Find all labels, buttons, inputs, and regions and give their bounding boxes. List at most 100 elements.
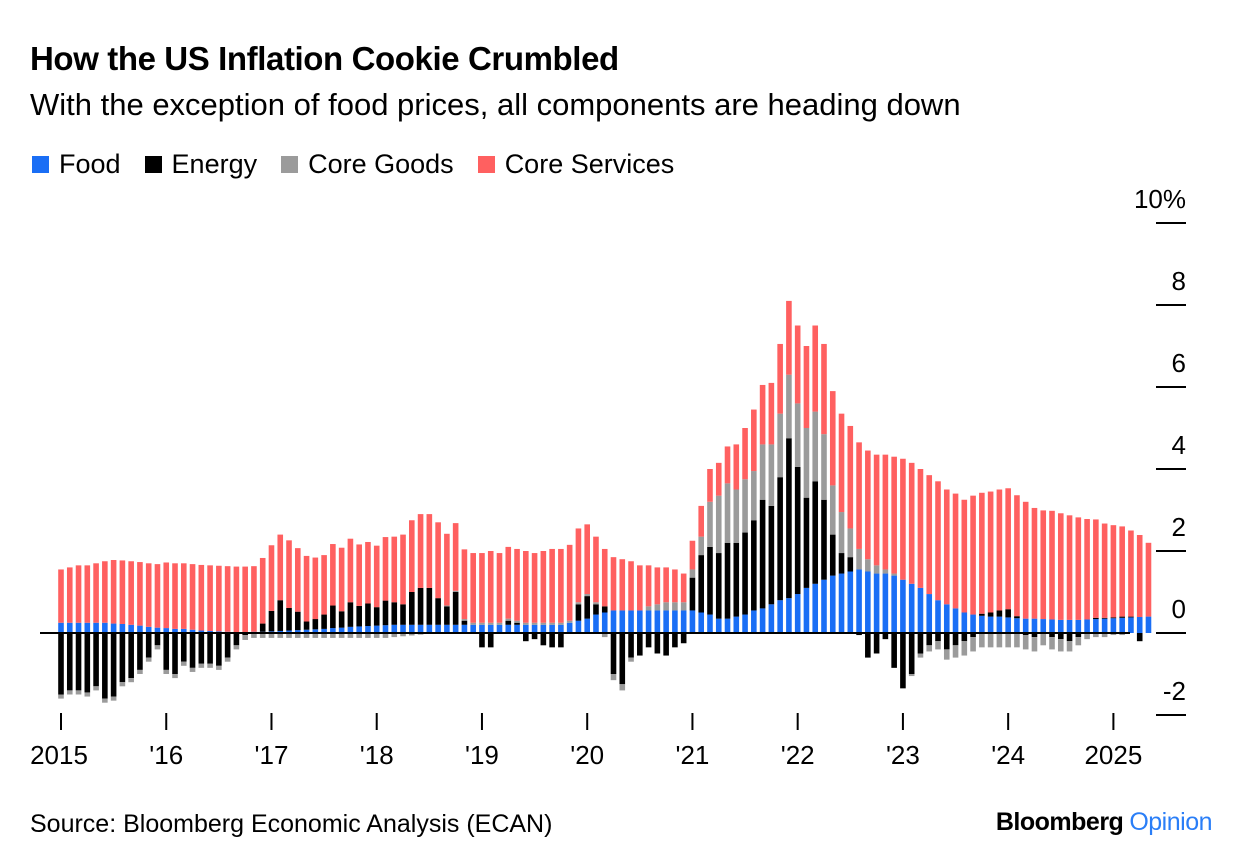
bar-core-services: [84, 565, 91, 623]
bar-food: [461, 624, 468, 633]
bar-food: [812, 583, 819, 633]
bar-energy: [786, 438, 792, 599]
y-tick-label: 0: [1172, 594, 1186, 624]
bar-food: [707, 614, 713, 633]
bar-core-services: [742, 428, 748, 480]
bar-core-services: [575, 528, 582, 603]
bar-core-goods: [1084, 633, 1090, 640]
bar-food: [751, 610, 757, 633]
bar-core-services: [1040, 510, 1047, 620]
bar-core-goods: [137, 669, 143, 674]
bar-energy: [128, 633, 134, 679]
bar-food: [689, 610, 696, 633]
bar-food: [593, 614, 599, 633]
bar-core-goods: [1049, 637, 1055, 650]
bar-food: [838, 573, 845, 633]
bar-energy: [1049, 633, 1055, 638]
y-tick-label: 4: [1172, 430, 1186, 460]
bar-food: [601, 612, 608, 633]
bar-core-goods: [882, 569, 889, 574]
bar-food: [426, 624, 433, 633]
legend-label-energy: Energy: [171, 149, 258, 179]
bar-food: [137, 625, 143, 633]
bar-core-services: [312, 557, 319, 620]
bar-core-goods: [1057, 639, 1064, 652]
bar-food: [66, 622, 73, 633]
bar-core-services: [873, 454, 880, 566]
bar-energy: [119, 633, 126, 683]
bar-core-services: [917, 469, 924, 588]
bar-energy: [707, 546, 713, 615]
bar-food: [514, 624, 520, 633]
bar-core-services: [242, 566, 248, 633]
bar-core-goods: [93, 686, 99, 691]
bar-core-goods: [549, 622, 555, 625]
bar-core-goods: [102, 698, 108, 703]
bar-food: [338, 627, 345, 633]
bar-core-services: [452, 523, 459, 591]
bar-core-goods: [321, 633, 327, 638]
bar-core-goods: [268, 633, 275, 638]
bar-energy: [593, 604, 599, 615]
bar-food: [619, 610, 626, 633]
bar-food: [742, 614, 748, 633]
bar-core-services: [128, 561, 134, 625]
bar-food: [996, 616, 1003, 633]
bar-core-services: [961, 499, 968, 613]
bar-energy: [145, 633, 152, 658]
bar-energy: [207, 633, 213, 664]
bar-food: [1022, 618, 1029, 633]
bar-core-services: [637, 565, 643, 611]
bar-energy: [856, 633, 862, 636]
bar-energy: [1136, 633, 1143, 642]
bar-core-services: [198, 564, 205, 631]
bar-core-goods: [294, 633, 301, 638]
bar-core-goods: [277, 633, 284, 638]
bar-energy: [163, 633, 170, 670]
bar-energy: [444, 606, 450, 625]
bar-core-services: [812, 325, 819, 412]
bar-food: [1014, 618, 1020, 633]
bar-core-goods: [970, 637, 976, 652]
bar-core-services: [1145, 542, 1152, 617]
bar-core-goods: [110, 696, 117, 701]
bar-food: [93, 622, 99, 633]
bar-energy: [435, 598, 441, 625]
bar-core-goods: [865, 559, 871, 572]
bar-food: [637, 610, 643, 633]
bar-core-goods: [768, 444, 775, 506]
bar-energy: [102, 633, 108, 699]
bar-core-services: [189, 564, 196, 630]
bar-core-goods: [593, 602, 599, 605]
bar-core-services: [145, 563, 152, 627]
bar-core-goods: [303, 633, 310, 638]
bar-energy: [558, 633, 564, 648]
bar-core-goods: [356, 633, 362, 638]
bar-energy: [873, 633, 880, 654]
bar-core-services: [400, 534, 406, 605]
chart-subtitle: With the exception of food prices, all c…: [30, 87, 961, 122]
bar-energy: [943, 633, 950, 650]
bar-energy: [917, 633, 924, 654]
bar-core-services: [680, 573, 687, 603]
bar-core-services: [715, 462, 722, 496]
bar-energy: [601, 606, 608, 613]
bar-energy: [803, 497, 810, 588]
bar-core-goods: [672, 602, 678, 611]
bar-energy: [812, 481, 819, 584]
bar-energy: [303, 621, 310, 630]
bar-energy: [277, 600, 284, 631]
bar-core-goods: [707, 501, 713, 547]
bar-core-services: [979, 492, 985, 614]
bar-food: [58, 622, 64, 633]
bar-energy: [961, 633, 968, 642]
bar-energy: [575, 604, 582, 621]
bar-food: [531, 624, 538, 633]
bar-energy: [137, 633, 143, 670]
y-tick-label: 6: [1172, 348, 1186, 378]
bar-core-goods: [259, 633, 266, 638]
bar-core-services: [566, 544, 573, 621]
bar-core-goods: [619, 684, 626, 691]
bar-core-goods: [680, 602, 687, 611]
